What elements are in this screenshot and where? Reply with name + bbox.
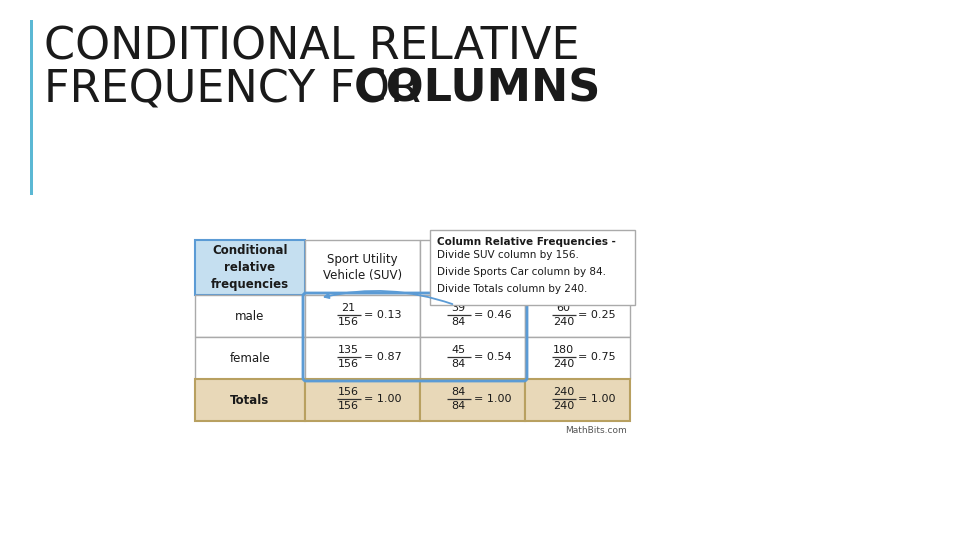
Bar bbox=[195, 240, 305, 295]
Bar bbox=[30, 20, 33, 195]
Text: = 0.54: = 0.54 bbox=[473, 352, 511, 362]
Bar bbox=[420, 295, 525, 337]
Text: = 0.25: = 0.25 bbox=[579, 310, 616, 320]
Text: Column Relative Frequencies -: Column Relative Frequencies - bbox=[437, 237, 616, 247]
Text: 240: 240 bbox=[553, 317, 574, 327]
Bar bbox=[305, 337, 420, 379]
Text: 240: 240 bbox=[553, 359, 574, 369]
Text: 21: 21 bbox=[342, 303, 355, 313]
Text: 180: 180 bbox=[553, 345, 574, 355]
Text: Divide Totals column by 240.: Divide Totals column by 240. bbox=[437, 284, 588, 294]
Text: = 0.75: = 0.75 bbox=[579, 352, 616, 362]
Text: 156: 156 bbox=[338, 401, 359, 411]
Text: 84: 84 bbox=[451, 401, 466, 411]
Text: MathBits.com: MathBits.com bbox=[565, 426, 627, 435]
Text: 84: 84 bbox=[451, 387, 466, 397]
Text: male: male bbox=[235, 309, 265, 322]
Text: 240: 240 bbox=[553, 387, 574, 397]
Text: 84: 84 bbox=[451, 317, 466, 327]
Bar bbox=[305, 295, 420, 337]
Text: female: female bbox=[229, 352, 271, 365]
Text: CONDITIONAL RELATIVE: CONDITIONAL RELATIVE bbox=[44, 25, 580, 68]
Bar bbox=[195, 295, 305, 337]
Text: 156: 156 bbox=[338, 317, 359, 327]
Bar bbox=[430, 230, 635, 305]
Text: Divide SUV column by 156.: Divide SUV column by 156. bbox=[437, 250, 579, 260]
Bar bbox=[420, 379, 525, 421]
Bar bbox=[525, 295, 630, 337]
Text: 156: 156 bbox=[338, 387, 359, 397]
Text: = 0.13: = 0.13 bbox=[364, 310, 401, 320]
Text: Sports Car: Sports Car bbox=[442, 261, 504, 274]
Text: COLUMNS: COLUMNS bbox=[354, 68, 601, 111]
Bar bbox=[525, 379, 630, 421]
Text: 60: 60 bbox=[557, 303, 570, 313]
Text: 135: 135 bbox=[338, 345, 359, 355]
Text: 45: 45 bbox=[451, 345, 466, 355]
Text: Divide Sports Car column by 84.: Divide Sports Car column by 84. bbox=[437, 267, 606, 277]
Bar bbox=[420, 337, 525, 379]
Text: = 0.46: = 0.46 bbox=[473, 310, 511, 320]
Text: Conditional
relative
frequencies: Conditional relative frequencies bbox=[211, 244, 289, 291]
Text: = 1.00: = 1.00 bbox=[579, 394, 616, 404]
Text: = 1.00: = 1.00 bbox=[473, 394, 511, 404]
Text: 84: 84 bbox=[451, 359, 466, 369]
Bar bbox=[195, 379, 305, 421]
Bar bbox=[525, 240, 630, 295]
Text: 39: 39 bbox=[451, 303, 466, 313]
Bar bbox=[305, 240, 420, 295]
Bar bbox=[525, 337, 630, 379]
Text: 156: 156 bbox=[338, 359, 359, 369]
Bar bbox=[195, 337, 305, 379]
Text: = 0.87: = 0.87 bbox=[364, 352, 401, 362]
Bar bbox=[420, 240, 525, 295]
Text: = 1.00: = 1.00 bbox=[364, 394, 401, 404]
Text: Totals: Totals bbox=[557, 261, 598, 274]
Text: 240: 240 bbox=[553, 401, 574, 411]
Bar bbox=[305, 379, 420, 421]
Text: Sport Utility
Vehicle (SUV): Sport Utility Vehicle (SUV) bbox=[323, 253, 402, 282]
Text: FREQUENCY FOR: FREQUENCY FOR bbox=[44, 68, 435, 111]
Text: Totals: Totals bbox=[230, 394, 270, 407]
